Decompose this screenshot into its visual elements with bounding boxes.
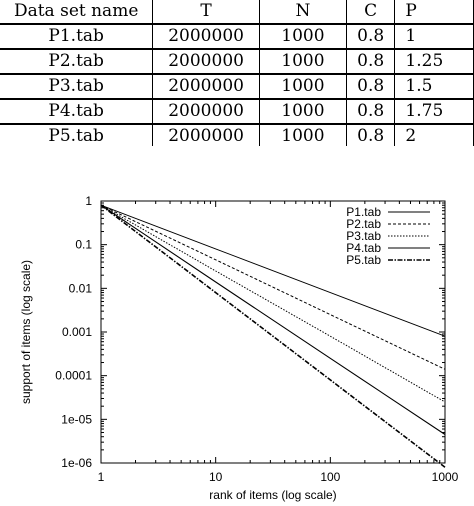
cell-t: 2000000 xyxy=(152,99,260,124)
cell-p: 1.75 xyxy=(394,99,474,124)
x-tick-label: 100 xyxy=(320,470,340,484)
cell-dataset-name: P2.tab xyxy=(0,49,154,74)
cell-p: 1.5 xyxy=(394,74,474,99)
series-line-p4 xyxy=(100,204,446,435)
legend-label: P1.tab xyxy=(346,205,381,219)
table-row: P1.tab 2000000 1000 0.8 1 xyxy=(0,24,474,49)
y-tick-label: 0.01 xyxy=(69,281,93,295)
series-line-p2 xyxy=(100,204,446,370)
cell-c: 0.8 xyxy=(345,124,396,146)
cell-c: 0.8 xyxy=(345,49,396,74)
legend-label: P3.tab xyxy=(346,229,381,243)
table-row: P3.tab 2000000 1000 0.8 1.5 xyxy=(0,74,474,99)
y-tick-label: 0.0001 xyxy=(55,369,92,383)
cell-p: 2 xyxy=(394,124,474,146)
parameters-table: Data set name T N C P P1.tab 2000000 100… xyxy=(0,0,474,146)
series-line-p3 xyxy=(100,204,446,403)
y-tick-labels: 1 0.1 0.01 0.001 0.0001 1e-05 1e-06 xyxy=(55,194,92,470)
axis-ticks xyxy=(100,200,446,464)
cell-dataset-name: P1.tab xyxy=(0,24,154,49)
cell-t: 2000000 xyxy=(152,124,260,146)
table-row: P5.tab 2000000 1000 0.8 2 xyxy=(0,124,474,146)
y-tick-label: 0.001 xyxy=(62,325,92,339)
y-tick-label: 1e-06 xyxy=(61,456,92,470)
cell-dataset-name: P3.tab xyxy=(0,74,154,99)
y-axis-label: support of items (log scale) xyxy=(19,260,33,404)
x-tick-label: 1 xyxy=(98,470,105,484)
cell-dataset-name: P4.tab xyxy=(0,99,154,124)
parameters-table-wrapper: Data set name T N C P P1.tab 2000000 100… xyxy=(0,0,474,146)
cell-n: 1000 xyxy=(258,124,347,146)
series-line-p1 xyxy=(100,204,446,337)
y-tick-label: 0.1 xyxy=(75,238,92,252)
cell-n: 1000 xyxy=(258,74,347,99)
cell-n: 1000 xyxy=(258,99,347,124)
series-line-p5 xyxy=(100,204,446,468)
y-tick-label: 1 xyxy=(85,194,92,208)
header-p: P xyxy=(394,0,474,24)
x-tick-labels: 1 10 100 1000 xyxy=(98,470,459,484)
cell-n: 1000 xyxy=(258,49,347,74)
legend-label: P2.tab xyxy=(346,217,381,231)
cell-p: 1 xyxy=(394,24,474,49)
y-tick-label: 1e-05 xyxy=(61,412,92,426)
x-tick-label: 10 xyxy=(209,470,223,484)
cell-dataset-name: P5.tab xyxy=(0,124,154,146)
x-axis-label: rank of items (log scale) xyxy=(209,488,336,502)
table-header-row: Data set name T N C P xyxy=(0,0,474,24)
cell-t: 2000000 xyxy=(152,24,260,49)
table-row: P4.tab 2000000 1000 0.8 1.75 xyxy=(0,99,474,124)
cell-n: 1000 xyxy=(258,24,347,49)
cell-c: 0.8 xyxy=(345,74,396,99)
cell-c: 0.8 xyxy=(345,99,396,124)
legend-label: P5.tab xyxy=(346,253,381,267)
header-n: N xyxy=(258,0,347,24)
cell-p: 1.25 xyxy=(394,49,474,74)
header-dataset-name: Data set name xyxy=(0,0,154,24)
series-lines xyxy=(100,204,446,468)
header-t: T xyxy=(152,0,260,24)
support-rank-chart: 1 10 100 1000 1 0.1 0.01 0.001 0.0001 1e-05 1e-06… xyxy=(19,194,459,502)
header-c: C xyxy=(345,0,396,24)
legend-label: P4.tab xyxy=(346,241,381,255)
x-tick-label: 1000 xyxy=(432,470,459,484)
cell-t: 2000000 xyxy=(152,74,260,99)
table-row: P2.tab 2000000 1000 0.8 1.25 xyxy=(0,49,474,74)
cell-t: 2000000 xyxy=(152,49,260,74)
cell-c: 0.8 xyxy=(345,24,396,49)
